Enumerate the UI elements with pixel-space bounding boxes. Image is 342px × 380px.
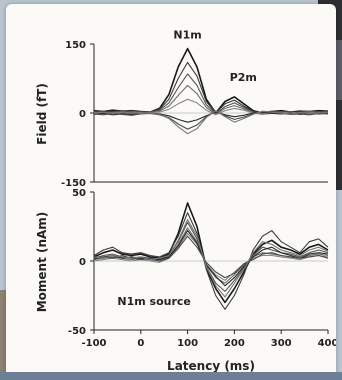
bottom-ytick-label: 0 bbox=[79, 257, 86, 268]
top-ytick-label: -150 bbox=[61, 178, 86, 189]
annotation-n1m-source: N1m source bbox=[117, 295, 190, 308]
figure-panel: 150 0 -150 Field (fT) N1m P2m 50 0 -50 -100 0… bbox=[6, 4, 336, 380]
bottom-ylabel: Moment (nAm) bbox=[35, 212, 49, 313]
bottom-xtick-label: 200 bbox=[224, 338, 245, 349]
bottom-series-line bbox=[93, 232, 329, 281]
top-series-line bbox=[93, 47, 329, 114]
annotation-p2m: P2m bbox=[230, 71, 257, 84]
annotation-n1m: N1m bbox=[173, 28, 201, 41]
bottom-series-line bbox=[93, 219, 329, 298]
bottom-xtick-label: 0 bbox=[137, 338, 144, 349]
bottom-series-line bbox=[93, 230, 329, 287]
bottom-series-line bbox=[93, 212, 329, 310]
bottom-xtick-label: -100 bbox=[81, 338, 106, 349]
top-ytick-label: 150 bbox=[65, 40, 86, 51]
bottom-xtick-label: 400 bbox=[318, 338, 336, 349]
meg-figure: 150 0 -150 Field (fT) N1m P2m 50 0 -50 -100 0… bbox=[35, 28, 336, 373]
bottom-ytick-label: -50 bbox=[68, 326, 86, 337]
bottom-ytick-label: 50 bbox=[72, 188, 86, 199]
bottom-series-line bbox=[93, 202, 329, 304]
bottom-series-group bbox=[93, 202, 329, 310]
bottom-y-ticks: 50 0 -50 bbox=[68, 188, 94, 337]
top-series-group bbox=[93, 47, 329, 135]
bottom-xtick-label: 100 bbox=[177, 338, 198, 349]
bottom-xtick-label: 300 bbox=[271, 338, 292, 349]
bottom-panel: 50 0 -50 -100 0 100 200 300 400 Moment (nAm) La… bbox=[35, 188, 336, 373]
top-series-line bbox=[93, 110, 329, 135]
top-ytick-label: 0 bbox=[79, 109, 86, 120]
bottom-x-ticks: -100 0 100 200 300 400 bbox=[81, 330, 336, 349]
bottom-xlabel: Latency (ms) bbox=[167, 359, 255, 373]
top-y-ticks: 150 0 -150 bbox=[61, 40, 94, 189]
top-ylabel: Field (fT) bbox=[35, 83, 49, 145]
bottom-strip bbox=[0, 372, 342, 380]
top-panel: 150 0 -150 Field (fT) N1m P2m bbox=[35, 28, 329, 189]
